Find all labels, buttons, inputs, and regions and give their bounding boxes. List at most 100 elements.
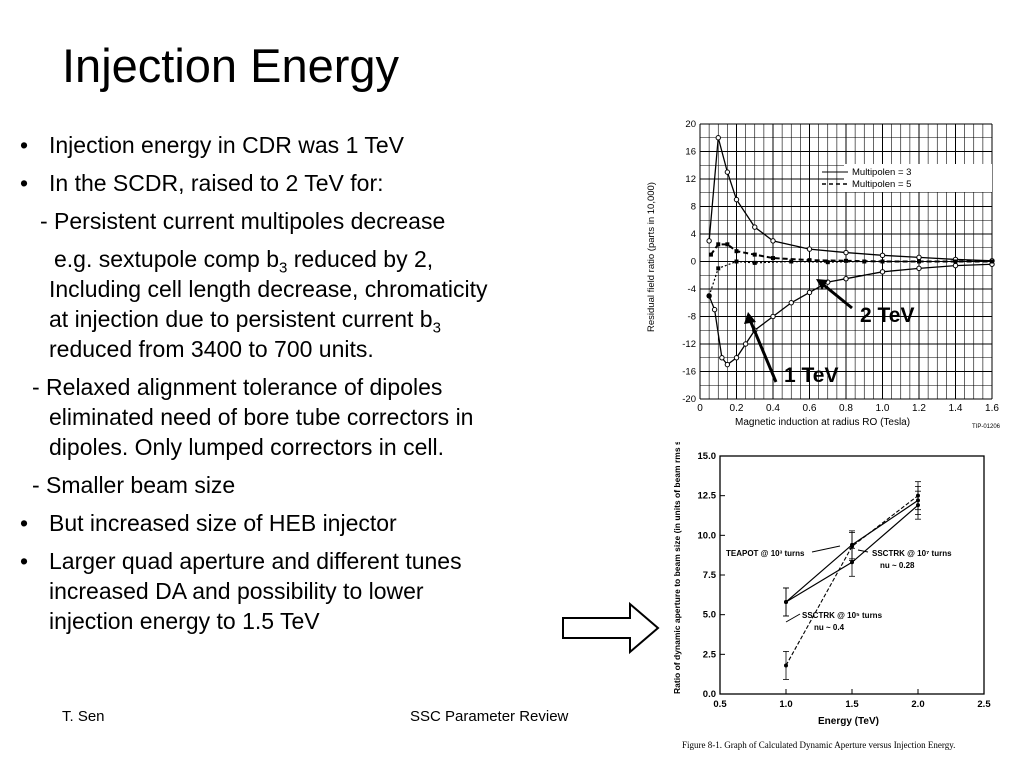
chart-series bbox=[706, 135, 995, 368]
x-tick-label: 2.0 bbox=[911, 699, 924, 710]
data-point bbox=[862, 259, 867, 264]
data-point bbox=[806, 246, 813, 252]
x-tick-label: 1.4 bbox=[949, 403, 963, 414]
data-point bbox=[807, 258, 812, 263]
series-label-ssctrk5: SSCTRK @ 10⁵ turns bbox=[802, 611, 883, 620]
dynamic-aperture-chart: 0.5 1.0 1.5 2.0 2.515.012.510.07.55.02.50.0 … bbox=[672, 442, 991, 750]
series-label-nu: nu ~ 0.28 bbox=[880, 561, 915, 570]
data-point bbox=[708, 252, 713, 257]
bullet-text: But increased size of HEB injector bbox=[49, 510, 397, 536]
data-point bbox=[706, 238, 712, 244]
sub-item-text: at injection due to persistent current b… bbox=[49, 304, 441, 344]
sub-item-text: e.g. sextupole comp b3 reduced by 2, bbox=[54, 244, 433, 284]
bullet-marker: • bbox=[20, 170, 29, 196]
data-point bbox=[752, 260, 757, 265]
data-point bbox=[784, 663, 788, 668]
sub-item-text: Including cell length decrease, chromati… bbox=[49, 276, 488, 302]
y-tick-label: 8 bbox=[691, 202, 696, 213]
figure-id: TIP-01206 bbox=[972, 424, 1001, 430]
data-point bbox=[806, 289, 813, 296]
annotation-1tev: 1 TeV bbox=[784, 364, 838, 387]
series-line bbox=[708, 263, 993, 366]
y-tick-label: 5.0 bbox=[703, 610, 716, 621]
y-tick-label: 4 bbox=[691, 229, 696, 240]
data-point bbox=[952, 262, 959, 269]
x-tick-label: 0.4 bbox=[766, 403, 780, 414]
series-label-teapot: TEAPOT @ 10³ turns bbox=[726, 549, 805, 558]
residual-field-chart: 0 0.2 0.4 0.6 0.8 1.0 1.2 1.4 1.6 20 16 12 8 4 0 -4 -8 -1… bbox=[646, 119, 1001, 430]
bullet-text-cont: increased DA and possibility to lower bbox=[49, 578, 424, 604]
data-point bbox=[711, 306, 718, 313]
bullet-text: Larger quad aperture and different tunes bbox=[49, 548, 462, 574]
data-point bbox=[788, 300, 794, 306]
sub-item: - Relaxed alignment tolerance of dipoles bbox=[32, 374, 443, 400]
label-arrow bbox=[811, 545, 841, 553]
legend-box bbox=[844, 164, 992, 192]
bullet-marker: • bbox=[20, 510, 29, 536]
data-point bbox=[825, 260, 830, 265]
bullet-marker: • bbox=[20, 132, 29, 158]
chart-tick-labels: 0 0.2 0.4 0.6 0.8 1.0 1.2 1.4 1.6 20 16 12 8 4 0 -4 -8 -1… bbox=[682, 119, 999, 414]
x-tick-label: 1.0 bbox=[779, 699, 792, 710]
y-tick-label: -8 bbox=[688, 312, 696, 323]
data-point bbox=[733, 196, 740, 203]
footer-author: T. Sen bbox=[62, 708, 105, 725]
footer-title: SSC Parameter Review bbox=[410, 708, 569, 725]
label-arrow bbox=[857, 549, 869, 553]
data-point bbox=[733, 355, 740, 361]
y-tick-label: 0 bbox=[691, 257, 696, 268]
y-tick-label: 7.5 bbox=[703, 570, 717, 581]
data-point bbox=[724, 169, 731, 175]
data-point bbox=[771, 256, 775, 261]
figure-caption: Figure 8-1. Graph of Calculated Dynamic … bbox=[682, 740, 955, 750]
x-tick-label: 1.6 bbox=[985, 403, 999, 414]
chart-frame bbox=[719, 455, 985, 695]
data-point bbox=[707, 293, 712, 298]
sub-item-text: reduced from 3400 to 700 units. bbox=[49, 336, 374, 362]
slide-title: Injection Energy bbox=[62, 39, 400, 92]
data-point bbox=[752, 224, 758, 230]
bullet-text: Injection energy in CDR was 1 TeV bbox=[49, 132, 404, 158]
y-tick-label: 2.5 bbox=[703, 649, 717, 660]
data-point bbox=[916, 254, 922, 261]
legend-entry: Multipolen = 5 bbox=[852, 179, 911, 190]
sub-item-text: dipoles. Only lumped correctors in cell. bbox=[49, 434, 444, 460]
y-axis-label: Ratio of dynamic aperture to beam size (… bbox=[672, 442, 682, 694]
data-point bbox=[719, 355, 725, 361]
data-point bbox=[880, 259, 885, 264]
data-point bbox=[734, 249, 739, 254]
y-tick-label: 12.5 bbox=[698, 491, 717, 502]
data-point bbox=[715, 135, 721, 141]
x-tick-label: 2.5 bbox=[977, 699, 991, 710]
y-tick-label: -16 bbox=[682, 367, 696, 378]
data-point bbox=[770, 238, 776, 244]
x-tick-label: 0 bbox=[697, 403, 703, 414]
y-axis-label: Residual field ratio (parts in 10,000) bbox=[646, 182, 657, 332]
x-tick-label: 1.2 bbox=[912, 403, 926, 414]
data-point bbox=[789, 259, 794, 264]
data-point bbox=[879, 252, 886, 259]
x-tick-label: 0.8 bbox=[839, 403, 853, 414]
data-point bbox=[716, 266, 721, 271]
x-axis-label: Magnetic induction at radius RO (Tesla) bbox=[735, 417, 910, 428]
sub-item: - Smaller beam size bbox=[32, 472, 236, 498]
series-label-nu: nu ~ 0.4 bbox=[814, 623, 845, 632]
series-label-ssctrk7: SSCTRK @ 10⁷ turns bbox=[872, 549, 952, 558]
legend-entry: Multipolen = 3 bbox=[852, 167, 911, 178]
series-line bbox=[708, 137, 993, 262]
chart-series bbox=[783, 481, 921, 680]
series-line bbox=[785, 495, 919, 666]
data-point bbox=[752, 252, 757, 257]
y-tick-label: -20 bbox=[682, 394, 696, 405]
label-arrow bbox=[785, 613, 801, 623]
y-tick-label: 10.0 bbox=[698, 530, 717, 541]
x-tick-label: 1.5 bbox=[845, 699, 859, 710]
y-tick-label: 16 bbox=[685, 147, 696, 158]
text-fragment: reduced by 2, bbox=[287, 246, 434, 272]
subscript: 3 bbox=[279, 259, 288, 277]
annotation-arrow bbox=[748, 319, 778, 383]
annotation-arrow bbox=[819, 280, 853, 310]
y-tick-label: 15.0 bbox=[698, 451, 717, 462]
data-point bbox=[843, 249, 849, 256]
data-point bbox=[770, 313, 776, 320]
